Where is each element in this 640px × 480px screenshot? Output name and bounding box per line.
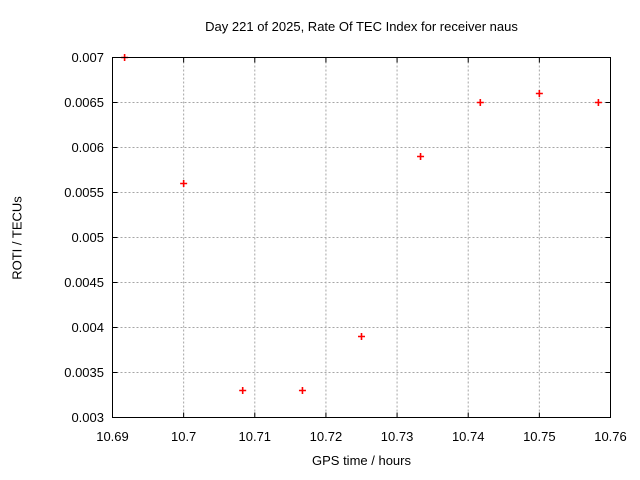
- y-tick-label: 0.0065: [64, 95, 104, 110]
- y-tick-label: 0.0045: [64, 275, 104, 290]
- data-point-marker: [535, 90, 543, 97]
- x-tick-label: 10.73: [381, 429, 414, 444]
- data-point-marker: [358, 333, 365, 340]
- x-tick-label: 10.7: [171, 429, 196, 444]
- y-tick-label: 0.0055: [64, 185, 104, 200]
- x-tick-label: 10.69: [96, 429, 129, 444]
- chart-title: Day 221 of 2025, Rate Of TEC Index for r…: [205, 19, 518, 34]
- y-tick-label: 0.004: [71, 320, 104, 335]
- y-tick-label: 0.006: [71, 140, 104, 155]
- y-tick-label: 0.005: [71, 230, 104, 245]
- y-tick-label: 0.007: [71, 50, 104, 65]
- x-tick-label: 10.71: [239, 429, 272, 444]
- data-point-marker: [298, 387, 306, 394]
- data-point-marker: [180, 180, 188, 187]
- x-tick-label: 10.74: [452, 429, 485, 444]
- x-tick-label: 10.72: [310, 429, 343, 444]
- x-tick-label: 10.76: [594, 429, 627, 444]
- data-point-marker: [476, 99, 484, 106]
- data-point-marker: [417, 153, 425, 160]
- y-tick-label: 0.003: [71, 410, 104, 425]
- data-point-marker: [594, 99, 602, 106]
- data-point-marker: [239, 387, 247, 394]
- x-axis-label: GPS time / hours: [312, 453, 411, 468]
- x-tick-label: 10.75: [523, 429, 556, 444]
- y-tick-label: 0.0035: [64, 365, 104, 380]
